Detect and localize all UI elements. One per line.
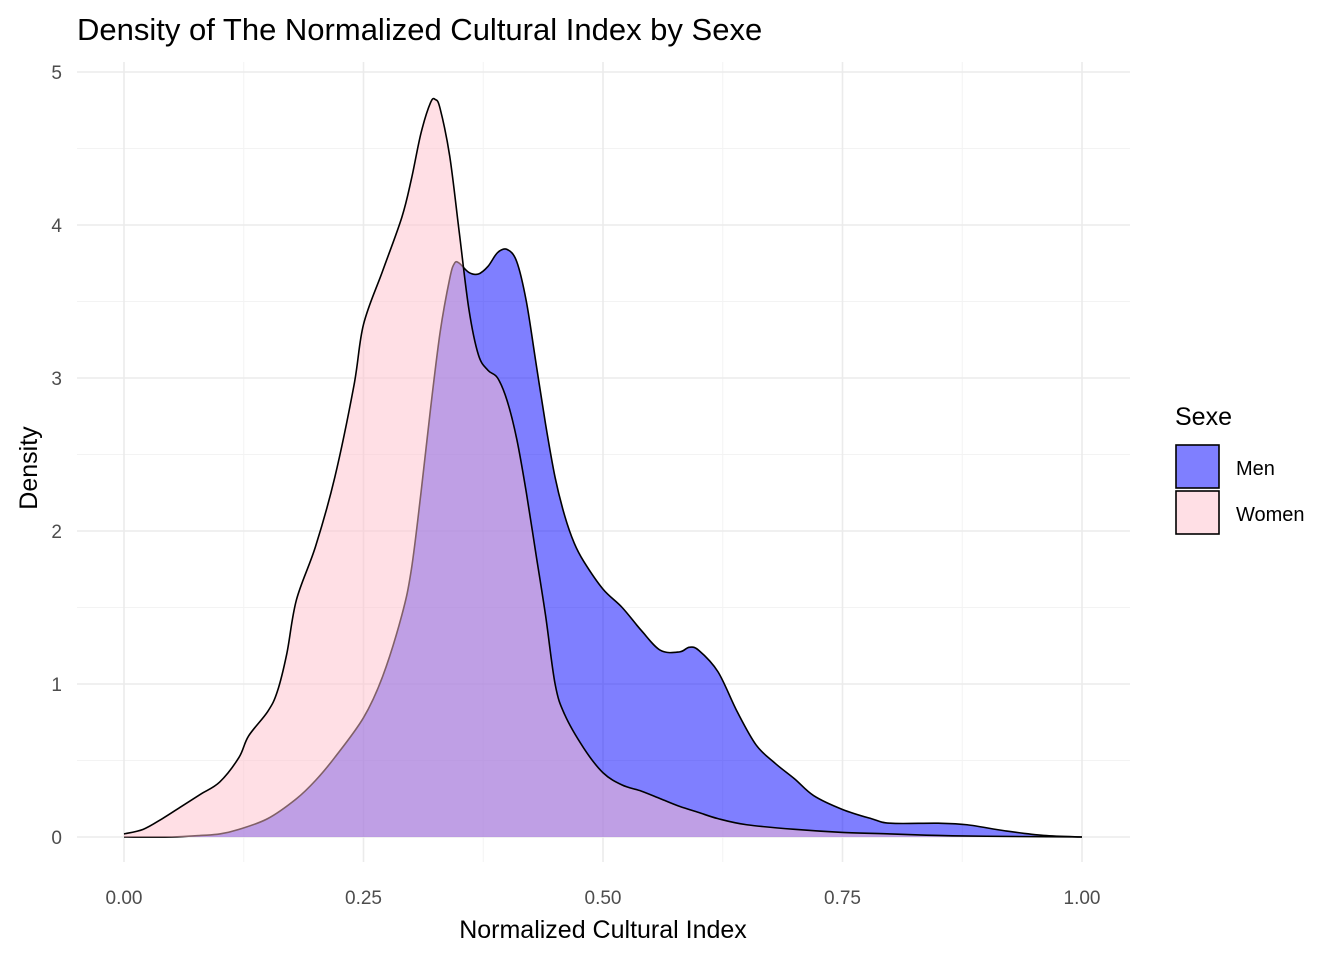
legend-items: Men Women — [1175, 444, 1305, 535]
legend-item-men: Men — [1175, 444, 1275, 489]
legend-label-men: Men — [1236, 458, 1275, 480]
density-area-women — [124, 98, 1082, 837]
chart-title: Density of The Normalized Cultural Index… — [77, 12, 762, 47]
tick-labels: 0.00 0.25 0.50 0.75 1.00 0 1 2 3 4 5 — [51, 63, 1100, 909]
y-tick-label: 3 — [51, 369, 62, 390]
y-tick-label: 0 — [51, 828, 62, 849]
y-tick-label: 5 — [51, 63, 62, 84]
density-outline-women — [123, 97, 1083, 838]
legend-swatch-men — [1175, 444, 1220, 489]
legend-swatch-women — [1175, 490, 1220, 535]
legend-item-women: Women — [1175, 490, 1305, 535]
density-areas — [123, 97, 1083, 838]
y-tick-label: 1 — [51, 675, 62, 696]
legend-title: Sexe — [1175, 403, 1232, 431]
y-tick-label: 2 — [51, 522, 62, 543]
x-tick-label: 0.00 — [106, 888, 143, 909]
y-tick-label: 4 — [51, 216, 62, 237]
legend: Sexe Men Women — [1175, 403, 1305, 535]
x-tick-label: 0.75 — [824, 888, 861, 909]
y-axis-title: Density — [15, 426, 43, 510]
x-tick-label: 0.25 — [345, 888, 382, 909]
density-area-men — [124, 248, 1082, 838]
legend-label-women: Women — [1236, 504, 1305, 526]
x-axis-title: Normalized Cultural Index — [459, 916, 747, 944]
x-tick-label: 0.50 — [585, 888, 622, 909]
x-tick-label: 1.00 — [1064, 888, 1101, 909]
